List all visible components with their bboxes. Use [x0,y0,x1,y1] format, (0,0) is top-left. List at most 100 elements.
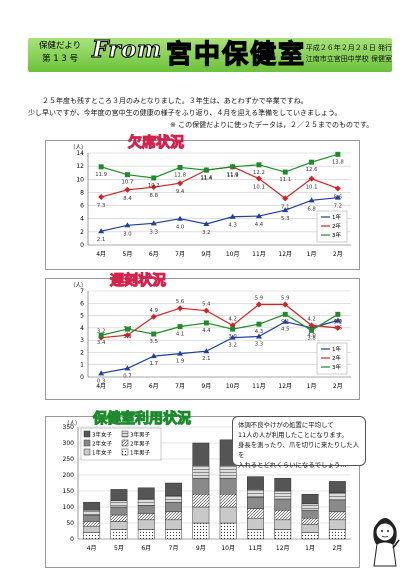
x-tick-label: 1月 [307,251,317,258]
y-tick-label: 0 [80,374,84,381]
data-point [335,151,341,157]
data-point [308,322,315,329]
data-label: 7.3 [97,203,105,209]
bar-segment [247,476,264,490]
data-label: 0.3 [97,378,105,384]
bar-segment [328,511,346,521]
data-label: 7.1 [281,204,289,210]
bar-segment [219,477,237,495]
data-label: 11.9 [227,173,239,179]
legend-label: 3年 [332,363,341,371]
legend-swatch [121,448,129,456]
bar-segment [274,490,292,500]
health-room-chart-title: 保健室利用状況 [92,410,191,427]
data-label: 3.9 [228,334,236,340]
y-tick-label: 100 [63,504,75,511]
newsletter-name: 保健だより [38,41,82,51]
x-tick-label: 11月 [252,251,266,258]
data-label: 8.4 [123,196,132,202]
data-point [203,307,210,314]
data-label: 3.2 [202,230,210,236]
bar-segment [192,442,210,466]
data-label: 4.4 [255,222,264,228]
bar-segment [247,497,264,509]
note-line-3: 身長を測ったり、爪を切りに来たりした人を [238,441,360,459]
data-point [334,185,341,192]
bar-segment [192,493,210,508]
legend-swatch [121,439,129,447]
page-title: 宮中保健室 [165,39,307,70]
x-tick-label: 7月 [175,251,185,258]
bar-segment [219,465,237,479]
bar-segment [83,521,101,527]
series-line-2 [100,166,339,200]
x-tick-label: 5月 [114,545,124,552]
teacher-illustration [373,518,400,567]
x-tick-label: 5月 [123,251,133,258]
bar-segment [110,514,128,522]
x-tick-label: 2月 [332,545,342,552]
data-point [177,324,183,330]
data-point [150,313,157,320]
data-label: 2.1 [97,237,105,243]
x-tick-label: 10月 [226,251,240,258]
bar-segment [219,493,237,508]
data-label: 11.4 [200,175,212,181]
data-point [334,194,341,200]
data-point [98,332,104,338]
bar-segment [301,503,319,511]
data-label: 5.3 [281,216,289,222]
data-label: 4.1 [176,332,184,338]
data-label: 4.9 [150,308,158,314]
y-tick-label: 6 [80,203,84,210]
data-label: 3.8 [307,335,316,341]
data-point [124,222,131,228]
y-tick-label: 3 [80,337,84,344]
data-point [282,301,289,308]
series-line-1 [101,319,339,374]
data-label: 12.6 [306,167,318,173]
bar-segment [192,465,210,479]
speech-bubble: 体調不良やけがの処置に平均して 11人の人が利用したことになります。 身長を測っ… [232,416,366,469]
data-point [124,326,130,332]
series-line-1 [101,197,338,232]
note-line-4: 入れるとどれくらいになるでしょう… [238,461,347,469]
data-label: 11.4 [200,176,212,182]
bar-segment [328,492,346,501]
data-label: 4.0 [176,225,185,231]
data-label: 3.3 [150,229,158,235]
data-label: 5.1 [334,319,342,325]
legend-label: 2年男子 [130,440,150,448]
data-label: 3.4 [97,340,106,346]
data-label: 3.0 [123,231,132,237]
bar-segment [247,489,264,498]
data-point [177,305,184,312]
bar-segment [110,500,128,508]
bar-segment [165,529,182,540]
data-point [124,365,131,371]
x-tick-label: 9月 [201,251,211,258]
data-label: 12.2 [253,170,265,176]
legend-swatch [83,439,91,447]
y-tick-label: 1 [80,362,84,369]
bar-segment [192,522,210,540]
data-label: 4.5 [281,327,289,333]
data-point [334,324,341,331]
legend-label: 2年女子 [92,440,112,448]
x-tick-label: 9月 [201,383,211,390]
y-tick-label: 50 [66,520,74,527]
data-label: 13.8 [332,159,344,165]
x-tick-label: 6月 [149,383,159,390]
bar-segment [137,487,155,500]
bar-segment [247,508,264,519]
y-tick-label: 10 [76,176,84,183]
bar-segment [274,529,292,540]
bar-segment [165,482,182,497]
absence-chart-title: 欠席状況 [127,134,184,151]
y-unit-label: （人） [64,420,81,427]
bar-segment [328,519,346,530]
data-label: 4.0 [307,333,316,339]
legend-label: 1年 [332,213,341,221]
data-point [98,164,104,170]
data-point [98,228,105,234]
